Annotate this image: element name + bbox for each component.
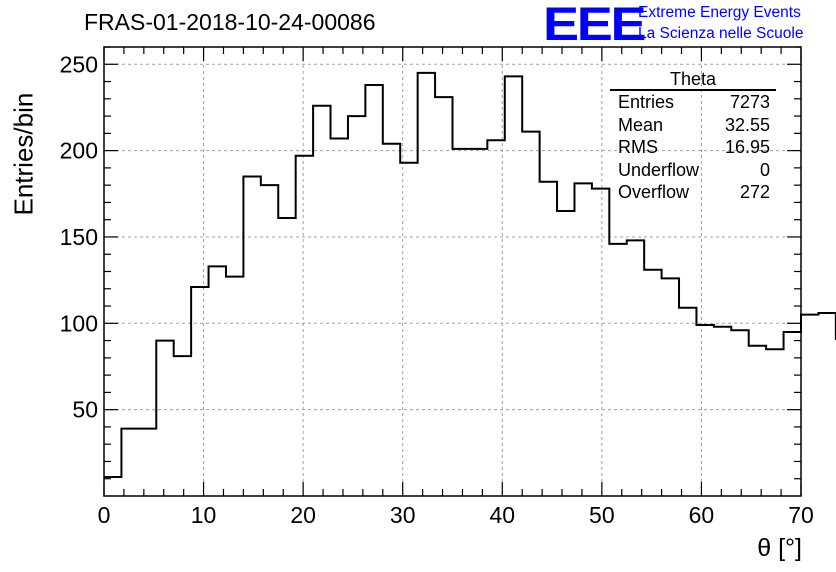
histogram-bin [435,97,452,496]
y-tick-label: 50 [72,397,98,423]
histogram-bin [766,349,783,496]
histogram-bin [121,429,138,496]
histogram-bin [418,73,435,496]
histogram-bin [662,278,679,496]
histogram-bin [557,211,574,496]
histogram-bin [243,177,260,496]
logo-line-1: Extreme Energy Events [638,4,801,21]
stats-label: Overflow [618,182,690,202]
x-tick-label: 20 [290,502,316,528]
stats-row-entries: Entries 7273 [610,91,776,114]
histogram-bin [679,308,696,496]
histogram-bin [226,277,243,496]
axes [103,46,802,497]
histogram-bin [644,270,661,496]
histogram-bin [818,313,835,496]
histogram-bin [609,244,626,496]
histogram-bin [383,144,400,496]
histogram-bin [749,346,766,496]
histogram-bin [174,356,191,496]
y-tick-label: 150 [60,224,98,250]
histogram-bin [348,116,365,496]
histogram-bin [139,429,156,496]
histogram-bin [801,315,818,496]
histogram-bin [574,183,591,496]
histogram-bin [331,139,348,496]
histogram-bin [487,140,504,496]
histogram-bin [731,330,748,496]
x-tick-label: 70 [788,502,814,528]
x-tick-label: 10 [191,502,217,528]
histogram-bin [592,189,609,496]
run-title: FRAS-01-2018-10-24-00086 [84,9,376,35]
histogram-bin [209,266,226,496]
x-tick-label: 40 [489,502,515,528]
histogram-bin [156,341,173,496]
histogram-bin [627,240,644,496]
histogram-bin [522,132,539,496]
histogram-bin [104,477,121,496]
histogram-bin [784,332,801,496]
stats-row-overflow: Overflow 272 [610,181,776,204]
histogram-series [104,71,836,496]
histogram-bin [540,182,557,496]
histogram-bin [453,149,470,496]
y-axis-label: Entries/bin [8,92,39,216]
x-tick-label: 30 [390,502,416,528]
histogram-bin [261,185,278,496]
x-tick-label: 60 [689,502,715,528]
x-tick-label: 0 [98,502,111,528]
stats-label: Entries [618,92,675,112]
histogram-bin [278,218,295,496]
histogram-bin [696,325,713,496]
y-tick-label: 100 [60,310,98,336]
stats-title: Theta [610,69,776,91]
x-tick-label: 50 [589,502,615,528]
histogram-bin [505,76,522,496]
x-axis-label: θ [°] [757,534,802,562]
stats-row-rms: RMS 16.95 [610,136,776,159]
stats-value: 0 [759,159,770,180]
y-tick-label: 250 [60,51,98,77]
y-tick-label: 200 [60,138,98,164]
histogram-bin [470,149,487,496]
stats-box: Theta Entries 7273 Mean 32.55 RMS 16.95 … [610,69,776,204]
stats-row-underflow: Underflow 0 [610,159,776,182]
eee-logo: EEE [543,0,647,50]
tick-labels: 0 10 20 30 40 50 60 70 50 100 150 200 250 [60,51,814,528]
stats-value: 16.95 [724,137,770,157]
stats-label: RMS [618,137,658,157]
logo-line-2: La Scienza nelle Scuole [638,25,804,42]
histogram-outline [104,71,836,479]
histogram-bin [714,327,731,496]
stats-label: Mean [618,114,664,135]
stats-value: 272 [739,182,770,202]
histogram-bin [365,85,382,496]
histogram-bin [313,106,330,496]
stats-row-mean: Mean 32.55 [610,114,776,137]
histogram-bin [400,163,417,496]
histogram-bin [296,156,313,496]
stats-label: Underflow [618,159,700,180]
stats-value: 7273 [729,92,770,112]
grid [104,47,801,496]
histogram-bin [191,287,208,496]
stats-value: 32.55 [724,114,770,135]
